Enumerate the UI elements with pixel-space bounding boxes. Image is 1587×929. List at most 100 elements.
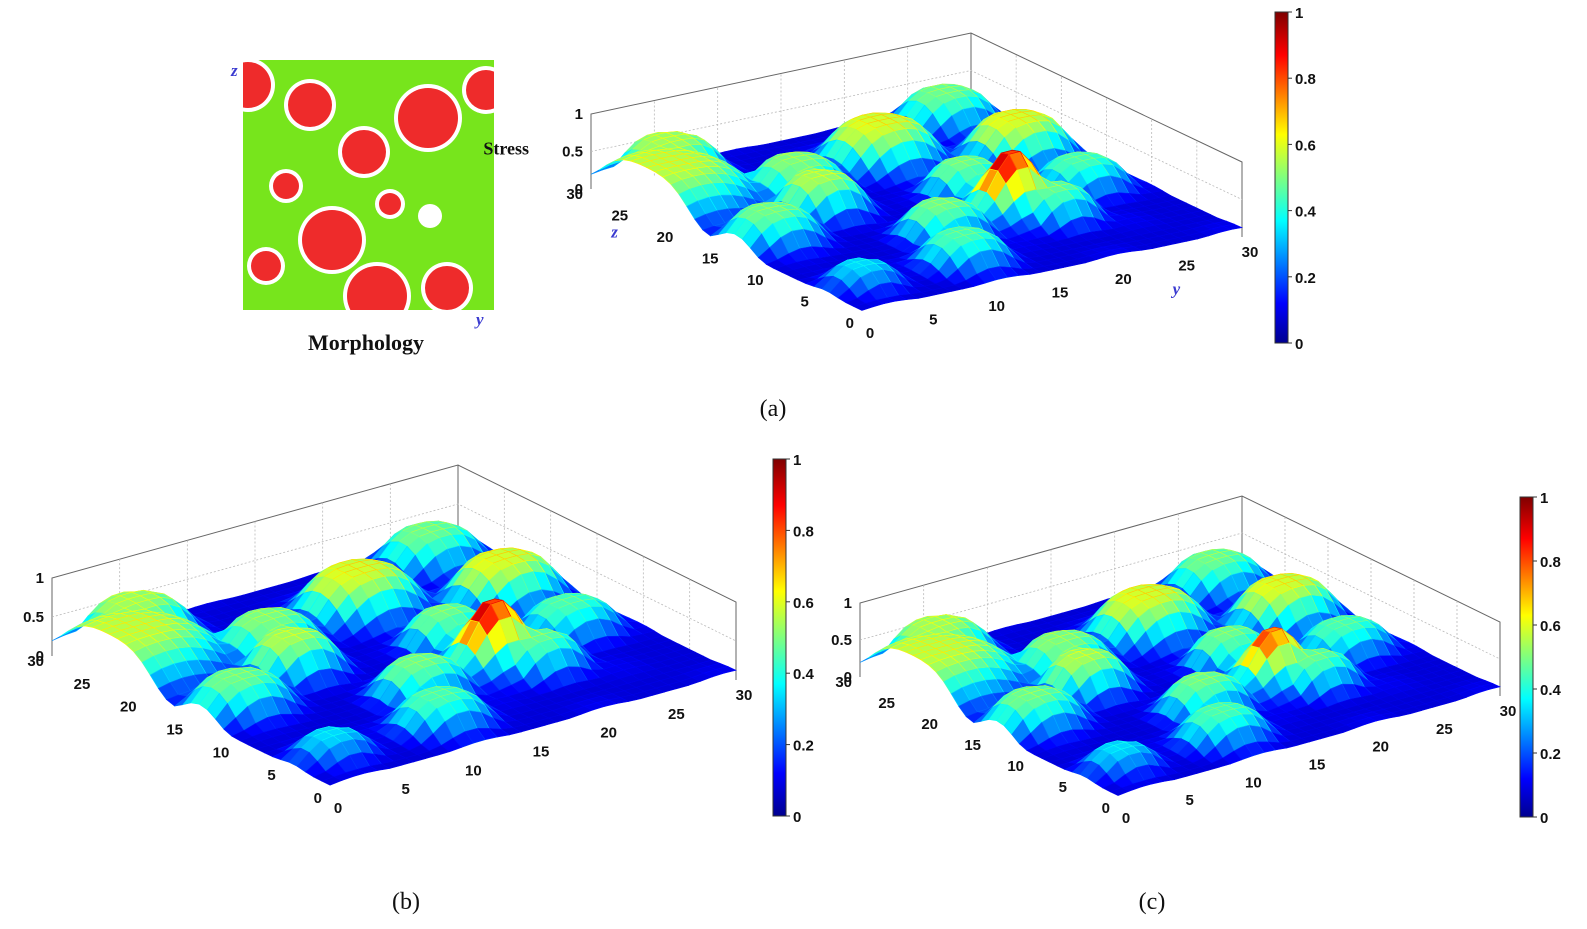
particle: [251, 251, 281, 281]
stress-surface: [859, 548, 1501, 796]
stress-surface: [51, 520, 737, 786]
particle: [398, 88, 458, 148]
colorbar: 0 0.2 0.4 0.6 0.8 1: [1274, 5, 1317, 353]
morphology-label: Morphology: [308, 330, 424, 355]
colorbar-tick-label: 1: [1540, 490, 1548, 507]
caption-a: (a): [760, 396, 787, 422]
y-tick-label: 15: [166, 722, 183, 739]
morphology-map: z y Morphology: [230, 60, 494, 355]
stress-surface: [590, 83, 1244, 311]
y-tick-label: 5: [1059, 779, 1067, 796]
y-axis-name: z: [610, 222, 618, 241]
x-tick-label: 30: [1500, 703, 1517, 720]
colorbar-tick-label: 0.6: [793, 595, 814, 612]
x-tick-label: 20: [1115, 271, 1132, 288]
particle: [425, 266, 469, 310]
y-tick-label: 5: [267, 767, 275, 784]
x-tick-label: 15: [533, 744, 550, 761]
y-tick-label: 30: [566, 186, 583, 203]
y-tick-label: 10: [1007, 758, 1024, 775]
x-tick-label: 0: [866, 325, 874, 342]
colorbar-tick-label: 1: [793, 452, 801, 469]
z-tick-label: 0: [575, 181, 583, 198]
x-tick-label: 20: [1372, 739, 1389, 756]
colorbar-tick-label: 0.2: [1295, 270, 1316, 287]
colorbar-tick-label: 0.4: [793, 666, 815, 683]
surface-plot-b: 05101520253005101520253000.5100.20.40.60…: [23, 452, 814, 826]
x-tick-label: 30: [1242, 244, 1259, 261]
y-tick-label: 0: [846, 315, 854, 332]
x-tick-label: 10: [1245, 774, 1262, 791]
z-tick-label: 0: [844, 669, 852, 686]
x-tick-label: 0: [1122, 810, 1130, 827]
colorbar-tick-label: 0.4: [1295, 204, 1317, 221]
x-tick-label: 5: [929, 312, 937, 329]
x-tick-label: 25: [1436, 721, 1453, 738]
z-tick-label: 1: [575, 106, 583, 123]
particle: [302, 210, 362, 270]
y-tick-label: 20: [657, 229, 674, 246]
colorbar-tick-label: 0: [793, 809, 801, 826]
colorbar-tick-label: 0.8: [1540, 554, 1561, 571]
colorbar-tick-label: 0: [1295, 336, 1303, 353]
z-tick-label: 0.5: [831, 632, 852, 649]
x-axis-name: y: [1171, 280, 1181, 299]
z-tick-label: 0.5: [562, 144, 583, 161]
void-particle: [418, 204, 442, 228]
surface-patch: [871, 647, 891, 658]
x-tick-label: 20: [600, 725, 617, 742]
z-tick-label: 0: [36, 648, 44, 665]
z-tick-label: 1: [844, 595, 852, 612]
surface-patch: [63, 625, 85, 636]
x-tick-label: 5: [1185, 792, 1193, 809]
colorbar-tick-label: 0.8: [793, 523, 814, 540]
z-axis-label: Stress: [483, 139, 529, 159]
y-tick-label: 25: [74, 676, 91, 693]
colorbar: 0 0.2 0.4 0.6 0.8 1: [772, 452, 815, 826]
surface-patch: [853, 302, 875, 311]
y-tick-label: 25: [878, 695, 895, 712]
z-tick-label: 0.5: [23, 609, 44, 626]
x-tick-label: 30: [736, 687, 753, 704]
surface-plot-c: 05101520253005101520253000.5100.20.40.60…: [831, 490, 1561, 827]
x-tick-label: 25: [1178, 258, 1195, 275]
colorbar-tick-label: 0.6: [1295, 137, 1316, 154]
y-tick-label: 0: [1102, 800, 1110, 817]
colorbar-tick-label: 0.8: [1295, 71, 1316, 88]
y-tick-label: 15: [702, 251, 719, 268]
colorbar-tick-label: 0: [1540, 810, 1548, 827]
y-tick-label: 10: [747, 272, 764, 289]
colorbar-tick-label: 0.2: [793, 738, 814, 755]
z-tick-label: 1: [36, 570, 44, 587]
particle: [273, 173, 299, 199]
particle: [288, 83, 332, 127]
caption-c: (c): [1139, 889, 1166, 915]
y-tick-label: 25: [611, 208, 628, 225]
caption-b: (b): [392, 889, 420, 915]
colorbar-tick-label: 0.4: [1540, 682, 1562, 699]
x-tick-label: 10: [988, 298, 1005, 315]
morphology-axis-z: z: [230, 61, 238, 80]
morphology-axis-y: y: [474, 310, 484, 329]
colorbar-tick-label: 1: [1295, 5, 1303, 22]
y-tick-label: 20: [921, 716, 938, 733]
surface-plot-a: 05101520253005101520253000.51Stressyz00.…: [483, 5, 1316, 353]
x-tick-label: 5: [401, 781, 409, 798]
particle: [379, 193, 401, 215]
y-tick-label: 5: [800, 294, 808, 311]
y-tick-label: 20: [120, 699, 137, 716]
colorbar-gradient: [772, 458, 787, 817]
particle: [347, 266, 407, 310]
colorbar-tick-label: 0.6: [1540, 618, 1561, 635]
y-tick-label: 10: [213, 744, 230, 761]
x-tick-label: 0: [334, 800, 342, 817]
y-tick-label: 0: [314, 790, 322, 807]
particle: [466, 70, 494, 110]
particle: [243, 62, 271, 108]
particle: [342, 130, 386, 174]
colorbar-gradient: [1274, 11, 1289, 344]
x-tick-label: 15: [1309, 757, 1326, 774]
x-tick-label: 10: [465, 762, 482, 779]
